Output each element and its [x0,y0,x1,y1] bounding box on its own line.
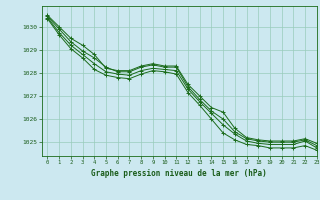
X-axis label: Graphe pression niveau de la mer (hPa): Graphe pression niveau de la mer (hPa) [91,169,267,178]
